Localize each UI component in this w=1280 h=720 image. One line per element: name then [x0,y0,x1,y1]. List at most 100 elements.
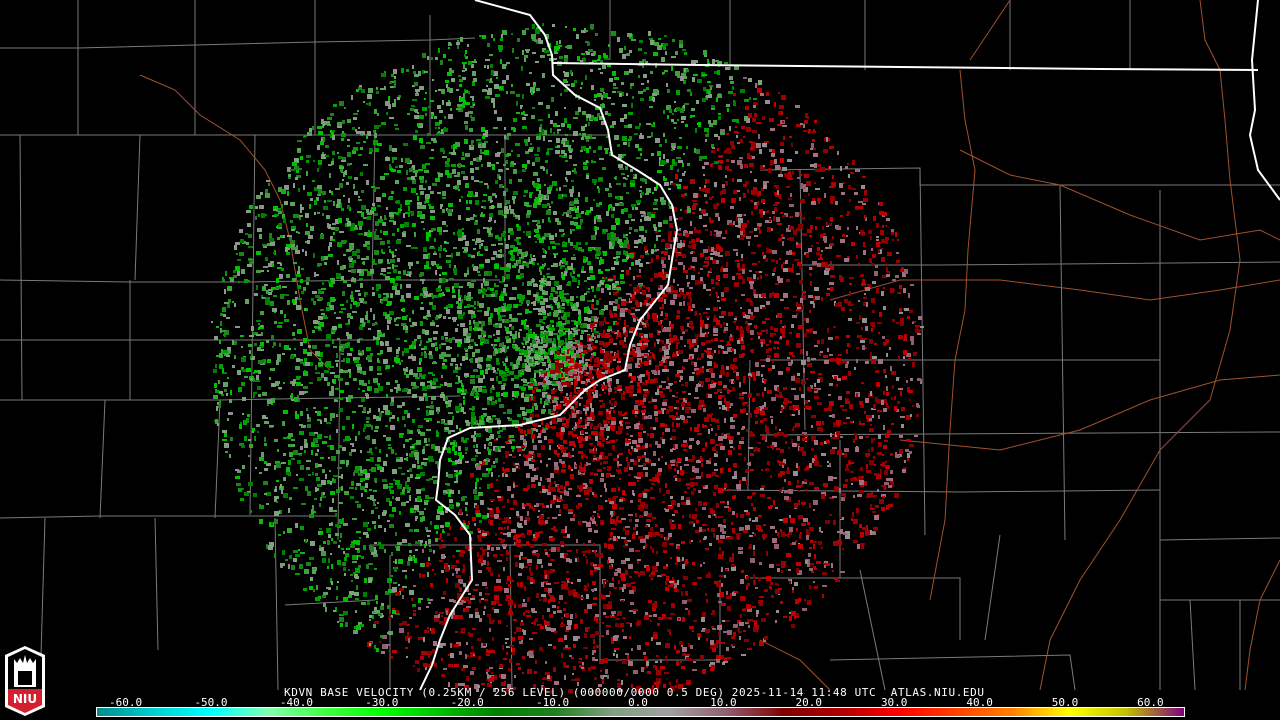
echo-bin [791,439,793,444]
echo-bin [874,271,878,276]
echo-bin [564,58,568,63]
echo-bin [513,338,515,343]
echo-bin [633,332,638,336]
echo-bin [690,179,695,184]
echo-bin [487,355,492,359]
echo-bin [698,405,702,410]
echo-bin [333,232,335,235]
echo-bin [451,78,455,82]
echo-bin [683,153,685,155]
echo-bin [352,443,354,447]
echo-bin [309,586,313,590]
echo-bin [552,517,557,519]
echo-bin [455,568,460,571]
echo-bin [900,318,904,323]
county-border [747,359,751,491]
echo-bin [251,326,254,331]
echo-bin [813,541,817,543]
echo-bin [313,589,315,592]
echo-bin [289,348,291,350]
echo-bin [469,576,472,581]
echo-bin [573,644,576,648]
echo-bin [575,558,577,562]
echo-bin [589,370,592,374]
echo-bin [885,375,887,378]
echo-bin [820,254,822,257]
echo-bin [423,663,428,667]
echo-bin [366,459,370,461]
echo-bin [393,221,396,225]
echo-bin [483,334,486,337]
echo-bin [794,503,798,508]
echo-bin [586,559,588,564]
echo-bin [759,596,764,598]
echo-bin [271,398,275,403]
echo-bin [633,532,638,535]
echo-bin [812,458,815,463]
echo-bin [646,287,649,289]
echo-bin [601,95,603,100]
echo-bin [217,402,219,405]
echo-bin [718,155,723,158]
echo-bin [614,391,617,393]
echo-bin [796,485,801,488]
echo-bin [676,253,678,258]
echo-bin [533,284,538,287]
echo-bin [425,180,427,183]
echo-bin [877,322,882,324]
echo-bin [523,384,528,386]
echo-bin [650,497,655,499]
echo-bin [582,551,586,553]
echo-bin [561,123,565,127]
echo-bin [774,267,776,272]
echo-bin [478,538,482,542]
echo-bin [602,679,604,684]
echo-bin [619,340,624,345]
echo-bin [348,369,351,372]
echo-bin [413,610,416,612]
echo-bin [256,270,261,273]
echo-bin [731,348,734,351]
echo-bin [747,328,750,333]
echo-bin [806,535,809,540]
echo-bin [751,252,756,254]
echo-bin [269,233,272,238]
echo-bin [846,464,848,468]
echo-bin [817,247,820,251]
echo-bin [739,393,744,396]
echo-bin [425,199,429,203]
echo-bin [829,497,834,499]
echo-bin [877,489,879,492]
echo-bin [564,675,566,680]
county-border [750,577,961,640]
echo-bin [576,505,580,509]
echo-bin [387,240,390,244]
echo-bin [530,143,532,145]
echo-bin [910,336,914,341]
echo-bin [809,273,812,276]
echo-bin [740,339,744,344]
echo-bin [433,140,437,143]
echo-bin [444,617,448,622]
echo-bin [619,203,624,206]
echo-bin [631,684,633,688]
echo-bin [679,179,682,182]
echo-bin [255,467,257,469]
echo-bin [672,577,674,580]
echo-bin [309,432,314,436]
echo-bin [748,376,751,378]
echo-bin [674,381,677,383]
echo-bin [474,523,476,526]
echo-bin [682,406,684,410]
echo-bin [540,129,544,134]
echo-bin [691,326,694,330]
echo-bin [468,521,470,525]
echo-bin [518,356,522,361]
echo-bin [540,55,545,58]
echo-bin [711,247,714,252]
echo-bin [573,589,576,593]
echo-bin [409,438,412,440]
echo-bin [570,406,574,409]
echo-bin [638,438,643,443]
echo-bin [775,620,777,623]
